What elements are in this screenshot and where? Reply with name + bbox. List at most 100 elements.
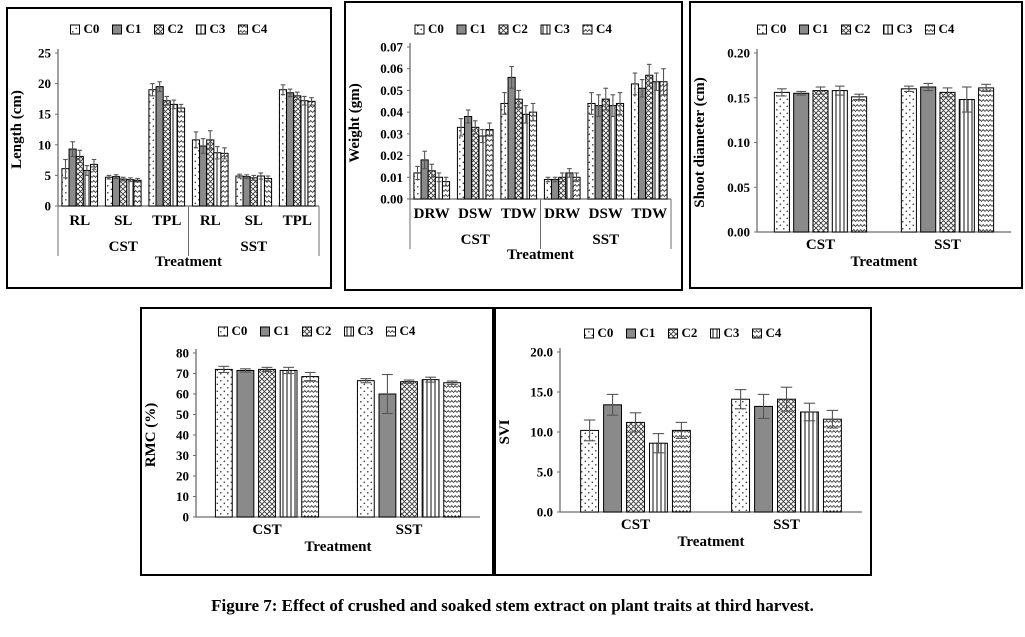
svg-text:0.0: 0.0 [537,505,553,520]
svg-text:RL: RL [69,213,90,229]
svg-text:DSW: DSW [458,206,492,222]
svg-text:C4: C4 [252,21,268,36]
svg-text:SL: SL [114,213,132,229]
svg-text:20: 20 [176,469,189,484]
svg-text:C0: C0 [771,21,787,36]
svg-text:15.0: 15.0 [530,385,553,400]
svg-text:C1: C1 [274,323,290,338]
svg-text:0.07: 0.07 [380,40,403,55]
svg-text:C2: C2 [855,21,871,36]
svg-text:Treatment: Treatment [155,254,222,270]
svg-text:SST: SST [396,522,423,538]
svg-text:0.03: 0.03 [380,126,403,141]
svg-text:C1: C1 [640,325,656,340]
svg-text:60: 60 [176,387,189,402]
weight-bar-chart: C0 C1 C2 C3 C4 0.00 0.01 0.02 0.03 0.04 0.05 0.06 0.… [347,21,672,263]
rmc-chart-panel: C0 C1 C2 C3 C4 0 10 20 30 40 50 60 70 80 RMC (%) CST SST… [140,307,494,576]
svg-text:C0: C0 [428,21,444,36]
svg-text:0.00: 0.00 [727,225,750,240]
svg-text:0.15: 0.15 [727,90,750,105]
svg-text:C2: C2 [316,323,332,338]
svg-text:Treatment: Treatment [678,534,745,550]
svg-text:SL: SL [245,213,263,229]
svg-text:C1: C1 [126,21,142,36]
svg-text:Weight (gm): Weight (gm) [347,83,363,163]
svg-text:C0: C0 [598,325,614,340]
svg-text:0.10: 0.10 [727,135,750,150]
svg-text:0: 0 [45,199,52,214]
svg-text:20: 20 [38,76,51,91]
svg-text:SVI: SVI [497,419,513,444]
svg-text:30: 30 [176,448,189,463]
svg-text:0.04: 0.04 [380,105,403,120]
svg-text:10: 10 [176,489,189,504]
length-bar-chart: C0 C1 C2 C3 C4 0 5 10 15 20 25 Length (cm) RL SL TPL RL… [9,21,320,270]
svg-text:0: 0 [183,510,190,525]
shoot-diameter-chart-panel: C0 C1 C2 C3 C4 0.00 0.05 0.10 0.15 0.20 Shoot diam… [689,1,1023,289]
svg-text:TPL: TPL [283,213,312,229]
svg-text:C1: C1 [470,21,486,36]
svg-text:DRW: DRW [544,206,580,222]
svg-text:0.00: 0.00 [380,192,403,207]
svg-text:DSW: DSW [589,206,623,222]
svi-bar-chart: C0 C1 C2 C3 C4 0.0 5.0 10.0 15.0 20.0 SVI CST SST Tre… [497,325,862,550]
svg-text:C3: C3 [554,21,570,36]
svg-text:C3: C3 [210,21,226,36]
svg-text:C4: C4 [596,21,612,36]
svg-text:0.20: 0.20 [727,46,750,61]
svg-text:10: 10 [38,137,51,152]
svg-text:C0: C0 [232,323,248,338]
svg-text:SST: SST [592,232,619,248]
svg-text:0.01: 0.01 [380,170,403,185]
svg-text:TDW: TDW [631,206,667,222]
svg-text:C4: C4 [939,21,955,36]
weight-chart-panel: C0 C1 C2 C3 C4 0.00 0.01 0.02 0.03 0.04 0.05 0.06 0.… [344,1,683,291]
svg-text:0.05: 0.05 [380,83,403,98]
svg-text:C0: C0 [84,21,100,36]
svg-text:50: 50 [176,407,189,422]
svg-text:0.06: 0.06 [380,61,403,76]
svg-text:C2: C2 [512,21,528,36]
svg-text:C3: C3 [724,325,740,340]
svg-text:0.02: 0.02 [380,148,403,163]
svg-text:C2: C2 [682,325,698,340]
svg-text:Shoot diameter (cm): Shoot diameter (cm) [692,77,708,208]
svg-text:5: 5 [45,168,52,183]
svg-text:SST: SST [240,239,267,255]
length-chart-panel: C0 C1 C2 C3 C4 0 5 10 15 20 25 Length (cm) RL SL TPL RL… [6,7,332,289]
svg-text:Length (cm): Length (cm) [9,90,25,169]
svg-text:RL: RL [200,213,221,229]
svg-text:SST: SST [773,517,800,533]
svg-text:Treatment: Treatment [507,247,574,263]
svg-text:0.05: 0.05 [727,180,750,195]
svg-text:CST: CST [461,232,490,248]
svg-text:Treatment: Treatment [305,539,372,555]
svg-text:15: 15 [38,107,52,122]
shoot-diameter-bar-chart: C0 C1 C2 C3 C4 0.00 0.05 0.10 0.15 0.20 Shoot diam… [692,21,1011,270]
svg-text:70: 70 [176,366,189,381]
svg-text:20.0: 20.0 [530,345,553,360]
svg-text:TPL: TPL [152,213,181,229]
svg-text:DRW: DRW [414,206,450,222]
svg-text:RMC (%): RMC (%) [143,403,159,468]
svg-text:C2: C2 [168,21,184,36]
svg-text:80: 80 [176,346,189,361]
svg-text:SST: SST [934,237,961,253]
svg-text:CST: CST [806,237,835,253]
svg-text:C3: C3 [358,323,374,338]
svg-text:Treatment: Treatment [851,254,918,270]
svg-text:10.0: 10.0 [530,425,553,440]
svg-text:25: 25 [38,46,52,61]
svg-text:CST: CST [109,239,138,255]
figure-caption: Figure 7: Effect of crushed and soaked s… [211,596,814,615]
svg-text:CST: CST [252,522,281,538]
svg-text:C1: C1 [813,21,829,36]
svg-text:5.0: 5.0 [537,465,553,480]
svg-text:TDW: TDW [501,206,537,222]
svi-chart-panel: C0 C1 C2 C3 C4 0.0 5.0 10.0 15.0 20.0 SVI CST SST Tre… [494,307,872,576]
svg-text:40: 40 [176,428,189,443]
rmc-bar-chart: C0 C1 C2 C3 C4 0 10 20 30 40 50 60 70 80 RMC (%) CST SST… [143,323,480,555]
svg-text:C4: C4 [400,323,416,338]
svg-text:C3: C3 [897,21,913,36]
